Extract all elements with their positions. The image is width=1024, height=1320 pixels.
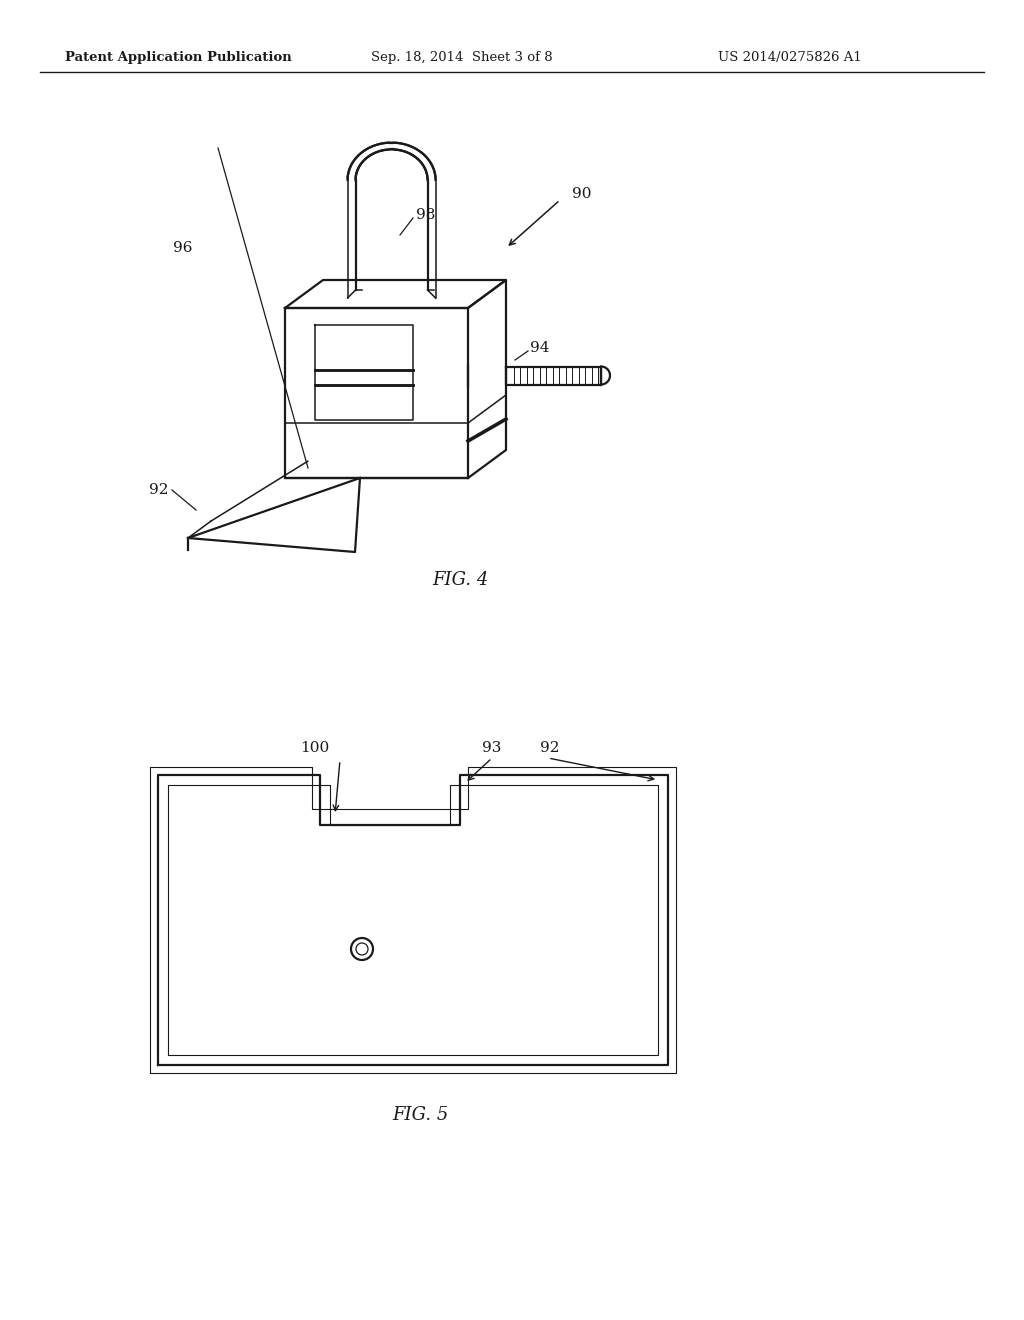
Text: 92: 92 (148, 483, 168, 498)
Text: US 2014/0275826 A1: US 2014/0275826 A1 (718, 50, 862, 63)
Text: Sep. 18, 2014  Sheet 3 of 8: Sep. 18, 2014 Sheet 3 of 8 (371, 50, 553, 63)
Text: 90: 90 (572, 187, 592, 201)
Text: 93: 93 (482, 741, 502, 755)
Text: 96: 96 (173, 242, 193, 255)
Text: FIG. 4: FIG. 4 (432, 572, 488, 589)
Text: 94: 94 (530, 341, 550, 355)
Text: 100: 100 (300, 741, 330, 755)
Text: Patent Application Publication: Patent Application Publication (65, 50, 292, 63)
Text: FIG. 5: FIG. 5 (392, 1106, 449, 1125)
Text: 98: 98 (416, 209, 435, 222)
Text: 92: 92 (540, 741, 559, 755)
